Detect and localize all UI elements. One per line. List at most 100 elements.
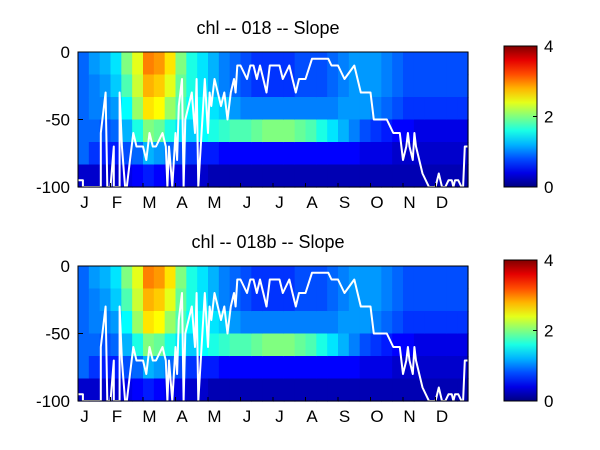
heatmap-cell <box>240 288 252 312</box>
heatmap-cell <box>110 311 122 335</box>
heatmap-cell <box>413 74 426 98</box>
heatmap-cell <box>132 119 144 143</box>
heatmap-cell <box>338 74 350 98</box>
heatmap-cell <box>251 119 263 143</box>
heatmap-cell <box>348 142 361 166</box>
x-tick-label: J <box>80 193 89 212</box>
heatmap-cell <box>186 164 198 188</box>
heatmap-cell <box>251 311 263 335</box>
heatmap-cell <box>305 164 317 188</box>
heatmap-cell <box>316 52 328 76</box>
y-tick-label: 0 <box>61 43 70 62</box>
heatmap-cell <box>338 266 350 290</box>
heatmap-cell <box>197 164 209 188</box>
heatmap-cell <box>208 266 220 290</box>
heatmap-cell <box>305 119 317 143</box>
heatmap-cell <box>218 333 231 357</box>
heatmap-cell <box>229 52 242 76</box>
heatmap-cell <box>208 142 220 166</box>
heatmap-cell <box>175 356 187 380</box>
heatmap-cell <box>78 356 90 380</box>
heatmap-cell <box>175 311 187 335</box>
heatmap-cell <box>424 288 437 312</box>
heatmap-cell <box>121 378 133 402</box>
heatmap-cell <box>348 311 361 335</box>
chart-title: chl -- 018 -- Slope <box>196 18 339 38</box>
heatmap-cell <box>273 378 285 402</box>
heatmap-cell <box>121 311 133 335</box>
heatmap-cell <box>413 52 426 76</box>
heatmap-cell <box>132 164 144 188</box>
heatmap-cell <box>197 266 209 290</box>
heatmap-cell <box>197 356 209 380</box>
heatmap-cell <box>208 378 220 402</box>
heatmap-cell <box>273 119 285 143</box>
series-line <box>78 271 468 401</box>
heatmap-cell <box>348 97 361 121</box>
heatmap-cell <box>218 311 231 335</box>
x-tick-label: M <box>142 407 156 426</box>
heatmap-cell <box>240 266 252 290</box>
heatmap-cell <box>392 266 404 290</box>
heatmap-cell <box>251 288 263 312</box>
heatmap-cell <box>327 119 339 143</box>
heatmap-cell <box>262 266 274 290</box>
heatmap-cell <box>164 378 177 402</box>
heatmap-cell <box>132 333 144 357</box>
heatmap-cell <box>435 52 447 76</box>
heatmap-cell <box>435 266 447 290</box>
heatmap-cell <box>186 142 198 166</box>
heatmap-cell <box>175 378 187 402</box>
heatmap-cell <box>186 288 198 312</box>
heatmap-cell <box>435 356 447 380</box>
heatmap-cell <box>338 52 350 76</box>
heatmap-cell <box>403 266 415 290</box>
heatmap-cell <box>262 356 274 380</box>
heatmap-cell <box>262 164 274 188</box>
heatmap-cell <box>132 142 144 166</box>
heatmap-cell <box>316 378 328 402</box>
heatmap-cell <box>143 266 155 290</box>
heatmap-cell <box>240 311 252 335</box>
heatmap-cell <box>413 97 426 121</box>
heatmap-cell <box>446 311 458 335</box>
heatmap-cell <box>338 97 350 121</box>
heatmap-cell <box>143 378 155 402</box>
heatmap-cell <box>218 52 231 76</box>
heatmap-cell <box>370 266 382 290</box>
heatmap-cell <box>78 97 90 121</box>
heatmap-cell <box>164 164 177 188</box>
heatmap-cell <box>143 288 155 312</box>
heatmap-cell <box>132 356 144 380</box>
heatmap-cell <box>110 97 122 121</box>
heatmap-cell <box>78 378 90 402</box>
heatmap-cell <box>240 164 252 188</box>
heatmap-cell <box>370 311 382 335</box>
heatmap-cell <box>186 266 198 290</box>
heatmap-cell <box>327 142 339 166</box>
heatmap-cell <box>251 74 263 98</box>
heatmap-cell <box>273 356 285 380</box>
heatmap-cell <box>273 266 285 290</box>
heatmap-cell <box>392 164 404 188</box>
x-tick-label: J <box>275 193 284 212</box>
heatmap-cell <box>164 52 177 76</box>
heatmap-cell <box>435 333 447 357</box>
heatmap-cell <box>446 142 458 166</box>
heatmap-cell <box>110 74 122 98</box>
heatmap-cell <box>273 333 285 357</box>
heatmap-cell <box>305 74 317 98</box>
heatmap-cell <box>283 266 296 290</box>
heatmap-cell <box>359 97 372 121</box>
heatmap-cell <box>316 142 328 166</box>
heatmap-cell <box>305 97 317 121</box>
heatmap-cell <box>392 97 404 121</box>
heatmap-cell <box>435 142 447 166</box>
heatmap-cell <box>143 52 155 76</box>
heatmap-cell <box>294 164 307 188</box>
heatmap-cell <box>218 288 231 312</box>
heatmap-cell <box>338 119 350 143</box>
heatmap-cell <box>143 119 155 143</box>
heatmap-cell <box>218 74 231 98</box>
